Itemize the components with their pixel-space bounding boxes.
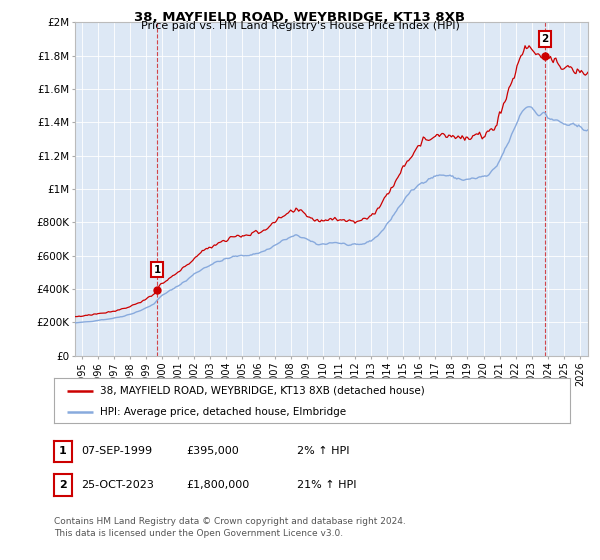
Text: 38, MAYFIELD ROAD, WEYBRIDGE, KT13 8XB: 38, MAYFIELD ROAD, WEYBRIDGE, KT13 8XB <box>134 11 466 24</box>
Text: Contains HM Land Registry data © Crown copyright and database right 2024.: Contains HM Land Registry data © Crown c… <box>54 517 406 526</box>
Text: HPI: Average price, detached house, Elmbridge: HPI: Average price, detached house, Elmb… <box>100 407 347 417</box>
Text: Price paid vs. HM Land Registry's House Price Index (HPI): Price paid vs. HM Land Registry's House … <box>140 21 460 31</box>
Text: 2: 2 <box>59 480 67 490</box>
Text: £395,000: £395,000 <box>186 446 239 456</box>
Text: 07-SEP-1999: 07-SEP-1999 <box>81 446 152 456</box>
Text: 2% ↑ HPI: 2% ↑ HPI <box>297 446 349 456</box>
Text: 2: 2 <box>541 34 548 44</box>
Text: 25-OCT-2023: 25-OCT-2023 <box>81 480 154 490</box>
Text: 21% ↑ HPI: 21% ↑ HPI <box>297 480 356 490</box>
Text: £1,800,000: £1,800,000 <box>186 480 249 490</box>
Text: 1: 1 <box>154 265 161 275</box>
Text: 38, MAYFIELD ROAD, WEYBRIDGE, KT13 8XB (detached house): 38, MAYFIELD ROAD, WEYBRIDGE, KT13 8XB (… <box>100 385 425 395</box>
Text: 1: 1 <box>59 446 67 456</box>
Text: This data is licensed under the Open Government Licence v3.0.: This data is licensed under the Open Gov… <box>54 529 343 538</box>
